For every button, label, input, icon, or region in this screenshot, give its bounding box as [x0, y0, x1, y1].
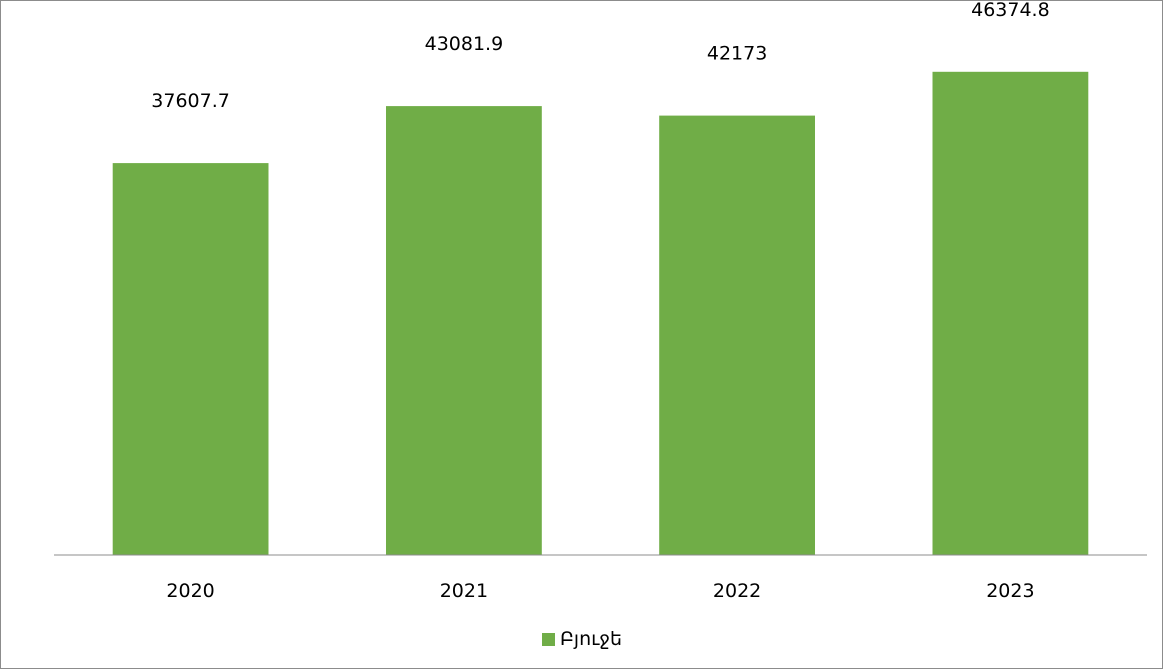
bar-2022: [659, 115, 815, 555]
bars-layer: [112, 71, 1089, 556]
legend: Բյուջե: [542, 627, 622, 651]
x-tick-labels: 2020 2021 2022 2023: [166, 580, 1034, 602]
bar-2023: [932, 71, 1089, 556]
x-tick-label-2023: 2023: [986, 580, 1034, 602]
bar-2021: [386, 106, 542, 555]
data-label-2020: 37607.7: [151, 90, 230, 112]
data-label-2022: 42173: [707, 43, 767, 65]
data-label-2021: 43081.9: [425, 33, 504, 55]
bar-2020: [112, 163, 269, 555]
legend-swatch: [542, 632, 555, 646]
x-tick-label-2021: 2021: [440, 580, 488, 602]
data-label-2023: 46374.8: [971, 1, 1050, 21]
legend-label: Բյուջե: [560, 628, 623, 650]
labels-layer: 37607.7 43081.9 42173 46374.8: [151, 1, 1049, 112]
x-tick-label-2022: 2022: [713, 580, 761, 602]
x-tick-label-2020: 2020: [166, 580, 214, 602]
